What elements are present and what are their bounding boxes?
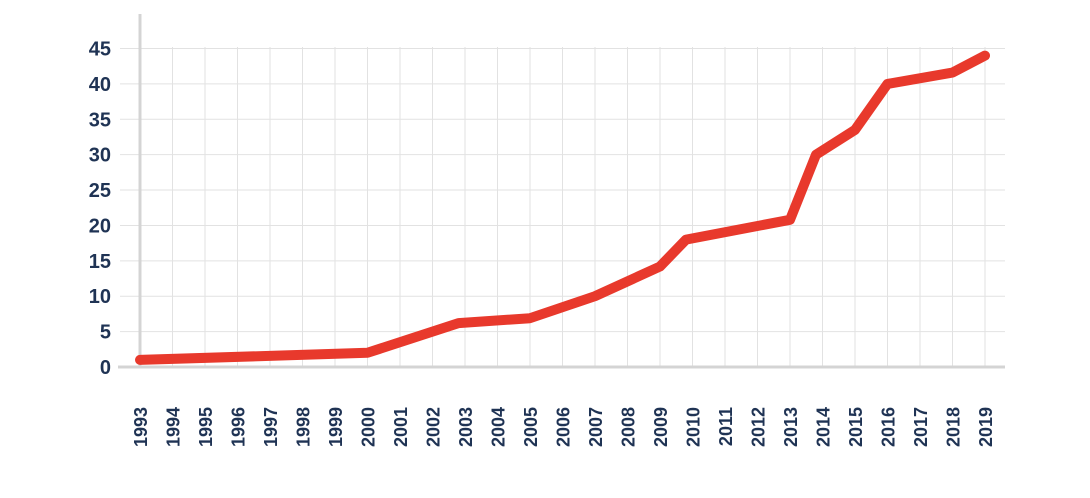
x-tick-label: 1995 [196, 407, 216, 447]
x-axis-ticks: 1993 1994 1995 1996 1997 1998 1999 2000 2001 2002… [131, 407, 996, 447]
x-tick-label: 2011 [716, 407, 736, 446]
x-tick-label: 1997 [261, 407, 281, 447]
y-tick-label: 30 [89, 145, 111, 167]
x-tick-label: 1999 [326, 407, 346, 447]
x-tick-label: 2015 [846, 407, 866, 447]
y-tick-label: 10 [89, 286, 111, 308]
x-tick-label: 2004 [489, 407, 509, 447]
x-tick-label: 2005 [521, 407, 541, 447]
y-tick-label: 0 [100, 357, 111, 379]
y-tick-label: 35 [89, 109, 111, 131]
y-tick-label: 15 [89, 251, 111, 273]
axes [118, 14, 1005, 369]
x-tick-label: 2008 [619, 407, 639, 447]
x-tick-label: 2014 [814, 407, 834, 447]
x-tick-label: 2010 [684, 407, 704, 447]
x-tick-label: 2007 [586, 407, 606, 447]
x-tick-label: 2002 [424, 407, 444, 447]
x-tick-label: 1993 [131, 407, 151, 447]
x-tick-label: 1998 [294, 407, 314, 447]
x-tick-label: 2016 [879, 407, 899, 447]
y-tick-label: 5 [100, 322, 111, 344]
x-tick-label: 2003 [456, 407, 476, 447]
series-line [135, 50, 990, 365]
x-tick-label: 2000 [359, 407, 379, 447]
y-tick-label: 20 [89, 215, 111, 237]
grid [120, 47, 1005, 367]
x-tick-label: 2019 [976, 407, 996, 447]
x-tick-label: 2018 [944, 407, 964, 447]
x-tick-label: 2001 [391, 407, 411, 447]
x-tick-label: 2006 [554, 407, 574, 447]
x-tick-label: 2009 [651, 407, 671, 447]
x-tick-label: 2013 [781, 407, 801, 447]
y-tick-label: 45 [89, 38, 111, 60]
x-tick-label: 1996 [229, 407, 249, 447]
series [135, 50, 990, 365]
y-tick-label: 25 [89, 180, 111, 202]
y-tick-label: 40 [89, 74, 111, 96]
x-tick-label: 2017 [911, 407, 931, 447]
y-axis-ticks: 0 5 10 15 20 25 30 35 40 45 [89, 38, 111, 379]
x-tick-label: 2012 [749, 407, 769, 447]
x-tick-label: 1994 [164, 407, 184, 447]
